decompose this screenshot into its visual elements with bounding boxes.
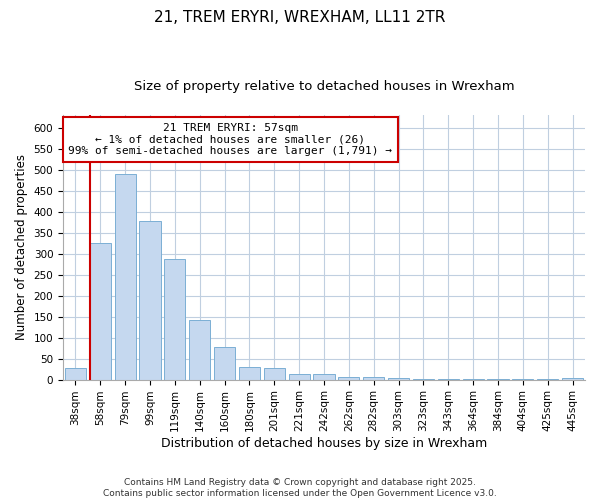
- Bar: [413, 379, 434, 380]
- Bar: [115, 174, 136, 380]
- Bar: [239, 367, 260, 380]
- Bar: [189, 320, 210, 380]
- Bar: [338, 377, 359, 380]
- Text: 21 TREM ERYRI: 57sqm
← 1% of detached houses are smaller (26)
99% of semi-detach: 21 TREM ERYRI: 57sqm ← 1% of detached ho…: [68, 123, 392, 156]
- Title: Size of property relative to detached houses in Wrexham: Size of property relative to detached ho…: [134, 80, 514, 93]
- Bar: [139, 221, 161, 380]
- Bar: [463, 379, 484, 380]
- Bar: [313, 374, 335, 380]
- Bar: [214, 348, 235, 380]
- X-axis label: Distribution of detached houses by size in Wrexham: Distribution of detached houses by size …: [161, 437, 487, 450]
- Text: Contains HM Land Registry data © Crown copyright and database right 2025.
Contai: Contains HM Land Registry data © Crown c…: [103, 478, 497, 498]
- Bar: [264, 368, 285, 380]
- Text: 21, TREM ERYRI, WREXHAM, LL11 2TR: 21, TREM ERYRI, WREXHAM, LL11 2TR: [154, 10, 446, 25]
- Bar: [65, 368, 86, 380]
- Bar: [388, 378, 409, 380]
- Bar: [438, 379, 459, 380]
- Bar: [289, 374, 310, 380]
- Bar: [164, 258, 185, 380]
- Y-axis label: Number of detached properties: Number of detached properties: [15, 154, 28, 340]
- Bar: [562, 378, 583, 380]
- Bar: [90, 243, 111, 380]
- Bar: [363, 378, 384, 380]
